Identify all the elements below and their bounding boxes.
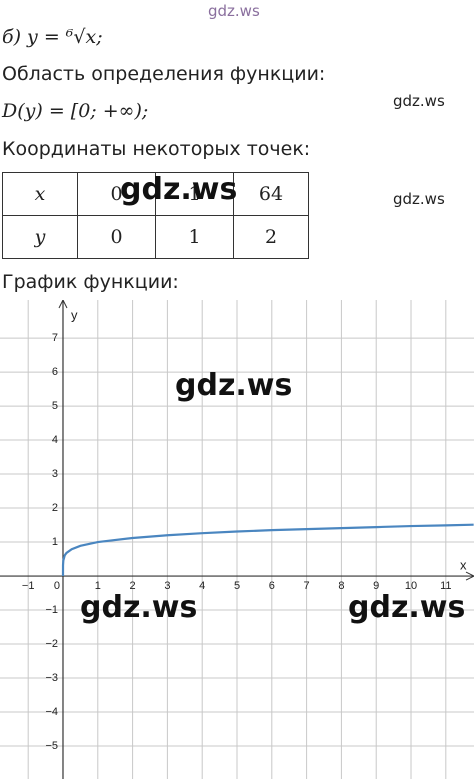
y-tick-label: 5 [52, 400, 58, 412]
y-axis-label: y [71, 307, 78, 322]
y-tick-label: −2 [45, 638, 58, 650]
x-axis-label: x [460, 557, 467, 572]
watermark: gdz.ws [80, 590, 198, 625]
watermark: gdz.ws [175, 368, 293, 403]
watermark: gdz.ws [393, 190, 445, 208]
cell: y [2, 215, 78, 259]
points-label: Координаты некоторых точек: [2, 138, 311, 160]
domain-label: Область определения функции: [2, 63, 326, 85]
x-arrow [465, 571, 474, 581]
x-tick-label: 7 [304, 580, 310, 592]
watermark: gdz.ws [208, 2, 260, 20]
x-tick-label: 0 [54, 580, 60, 592]
y-tick-label: 7 [52, 332, 58, 344]
y-tick-label: 2 [52, 502, 58, 514]
points-table: x 0 1 64 y 0 1 2 [2, 172, 309, 259]
curve [61, 523, 474, 577]
watermark: gdz.ws [348, 590, 466, 625]
y-tick-label: 6 [52, 366, 58, 378]
cell: 2 [233, 215, 309, 259]
x-tick-label: 9 [373, 580, 379, 592]
y-tick-label: −1 [45, 604, 58, 616]
cell: 0 [77, 215, 156, 259]
graph-label: График функции: [2, 271, 179, 293]
x-tick-label: 5 [234, 580, 240, 592]
domain: D(y) = [0; +∞); [2, 100, 149, 122]
cell: x [2, 172, 78, 216]
x-tick-label: 1 [95, 580, 101, 592]
x-tick-label: 2 [130, 580, 136, 592]
x-tick-label: 11 [440, 580, 451, 592]
y-tick-label: −3 [45, 672, 58, 684]
y-tick-label: −4 [45, 706, 58, 718]
graph: −1 0 1 2 3 4 5 6 7 8 9 10 11 −5 −4 −3 −2 −1 1 2 3 4 5 6 7 x y [0, 300, 474, 779]
y-tick-label: 3 [52, 468, 58, 480]
y-arrow [58, 300, 68, 309]
y-tick-label: 4 [52, 434, 58, 446]
y-tick-label: 1 [52, 536, 58, 548]
y-tick-label: −5 [45, 740, 58, 752]
watermark: gdz.ws [120, 172, 238, 207]
x-tick-label: 8 [338, 580, 344, 592]
watermark: gdz.ws [393, 92, 445, 110]
cell: 64 [233, 172, 309, 216]
x-tick-label: 4 [199, 580, 205, 592]
x-tick-label: 3 [164, 580, 170, 592]
x-tick-label: −1 [22, 580, 35, 592]
x-tick-label: 10 [405, 580, 417, 592]
heading: б) y = ⁶√x; [2, 26, 103, 48]
x-tick-label: 6 [269, 580, 275, 592]
cell: 1 [155, 215, 234, 259]
